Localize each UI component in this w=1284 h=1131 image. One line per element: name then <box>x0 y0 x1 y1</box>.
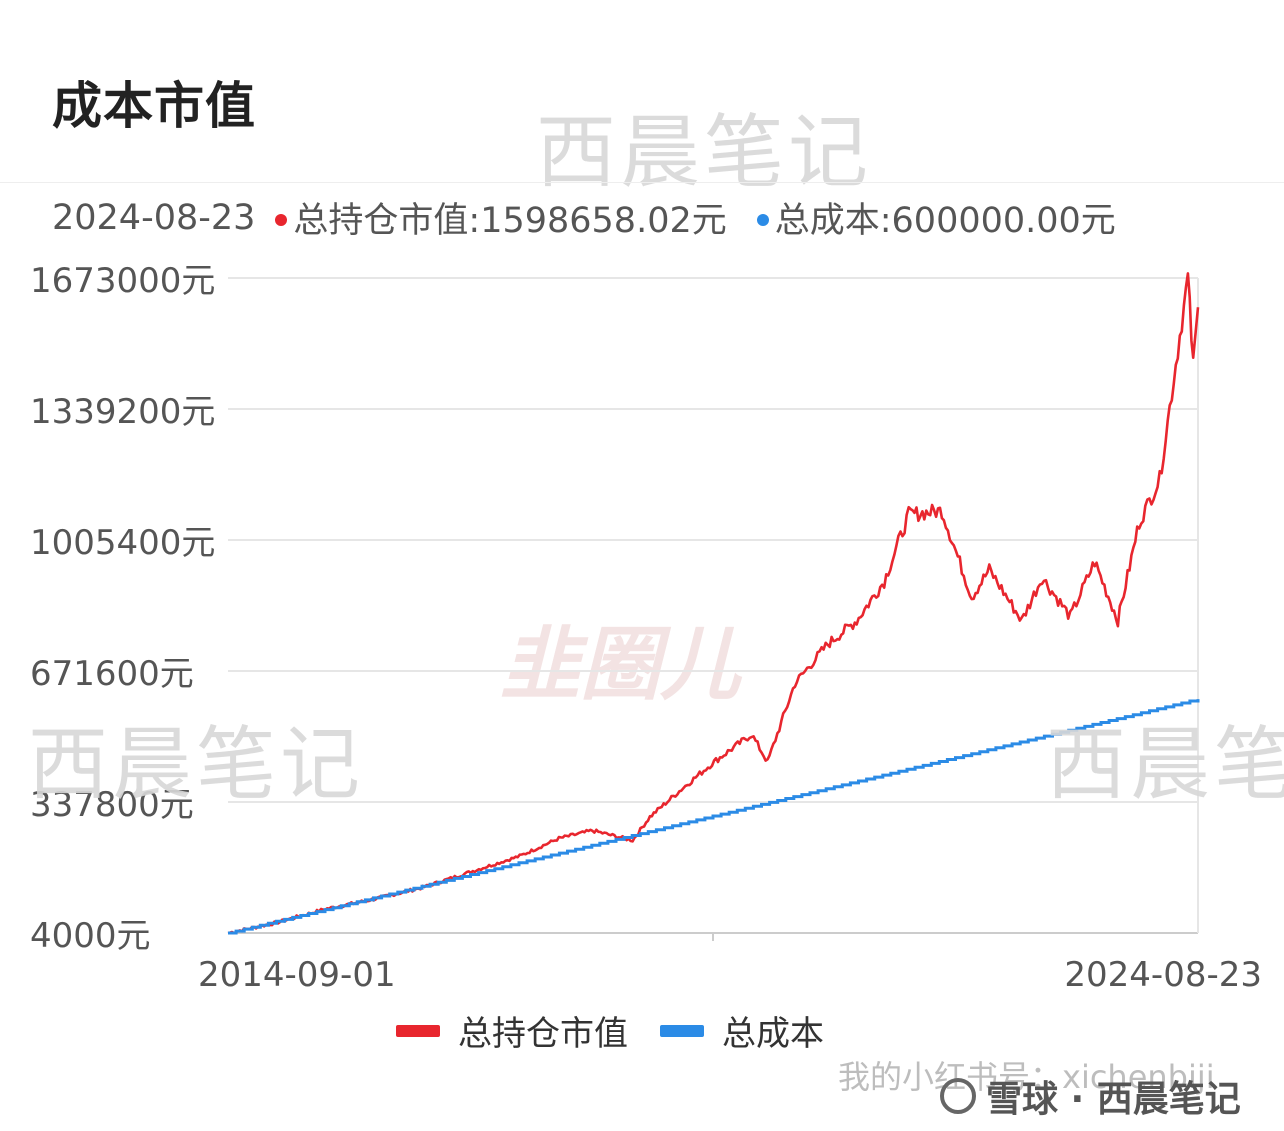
legend-label-market-value: 总持仓市值 <box>458 1014 628 1054</box>
info-bar: 2024-08-23 总持仓市值:1598658.02元 总成本:600000.… <box>52 192 1146 243</box>
legend-item-market-value[interactable]: 总持仓市值 <box>396 1006 628 1055</box>
market-value-dot <box>275 213 288 226</box>
y-tick-label: 1673000元 <box>30 261 215 301</box>
info-market-value: 总持仓市值:1598658.02元 <box>275 192 727 243</box>
footer-credit: 雪球 · 西晨笔记 <box>940 1070 1241 1122</box>
cost-dot <box>756 213 769 226</box>
y-tick-label: 1339200元 <box>30 392 215 432</box>
snowball-icon <box>940 1078 976 1114</box>
legend-swatch-cost <box>660 1024 704 1037</box>
y-tick-label: 337800元 <box>30 785 194 825</box>
footer-watermark: 我的小红书号：xichenbiji <box>838 1058 1215 1096</box>
series-line-cost <box>228 699 1200 935</box>
series-line-market-value <box>227 272 1200 935</box>
legend-item-cost[interactable]: 总成本 <box>660 1006 824 1055</box>
footer-credit-text: 雪球 · 西晨笔记 <box>986 1079 1241 1120</box>
info-cost-text: 总成本:600000.00元 <box>774 201 1116 241</box>
info-date: 2024-08-23 <box>52 197 256 238</box>
y-tick-label: 4000元 <box>30 916 151 956</box>
legend-label-cost: 总成本 <box>722 1014 824 1054</box>
page-title: 成本市值 <box>52 77 256 135</box>
chart-legend: 总持仓市值 总成本 <box>396 1006 856 1055</box>
info-cost: 总成本:600000.00元 <box>756 192 1116 243</box>
info-market-value-text: 总持仓市值:1598658.02元 <box>293 201 727 241</box>
cost-market-value-chart: 4000元 337800元 671600元 1005400元 1339200元 16730… <box>30 261 1262 995</box>
header-divider <box>0 182 1284 183</box>
y-tick-label: 671600元 <box>30 654 194 694</box>
y-tick-label: 1005400元 <box>30 523 215 563</box>
x-tick-label-start: 2014-09-01 <box>198 955 396 995</box>
legend-swatch-market-value <box>396 1024 440 1037</box>
x-tick-label-end: 2024-08-23 <box>1064 955 1262 995</box>
